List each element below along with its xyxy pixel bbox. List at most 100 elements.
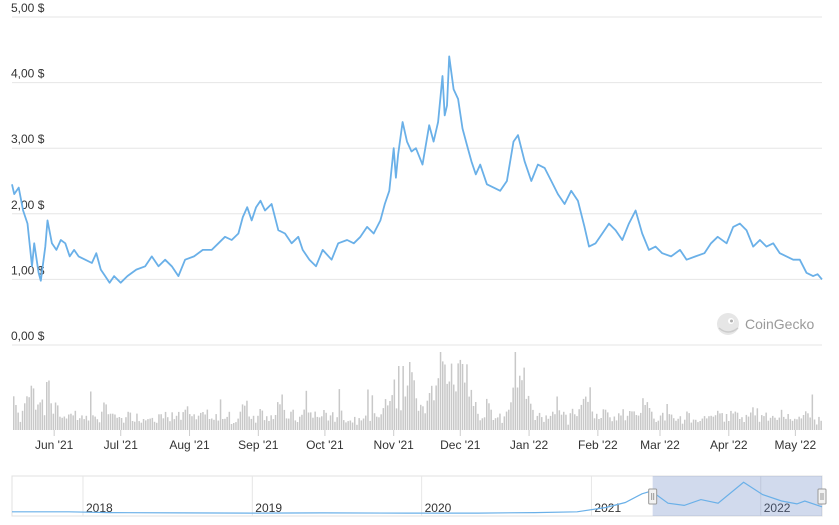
volume-bar (138, 421, 140, 430)
volume-bar (252, 415, 255, 430)
volume-bar (514, 352, 517, 430)
volume-bar (241, 404, 244, 430)
volume-bar (470, 389, 473, 430)
volume-bar (24, 403, 26, 430)
volume-bar (57, 405, 59, 430)
volume-bar (41, 399, 44, 430)
volume-bar (211, 418, 213, 430)
y-tick-label: 0,00 $ (11, 329, 45, 343)
volume-bar (118, 417, 121, 430)
volume-bar (574, 414, 576, 430)
volume-bar (466, 364, 468, 430)
volume-bar (719, 413, 721, 430)
volume-bar (521, 380, 523, 430)
volume-bar (611, 421, 613, 430)
volume-bar (151, 417, 154, 430)
volume-bar (129, 412, 132, 430)
volume-bar (362, 418, 365, 430)
navigator-handle-right[interactable] (817, 488, 827, 505)
volume-bar (725, 414, 728, 430)
volume-bar (356, 424, 358, 430)
volume-bar (813, 419, 816, 430)
volume-bar (222, 419, 224, 430)
volume-bar (428, 393, 431, 430)
volume-bar (354, 416, 356, 430)
volume-bar (160, 414, 162, 430)
volume-bar (81, 415, 83, 430)
volume-bar (142, 419, 145, 430)
volume-bar (642, 398, 644, 430)
volume-bar (162, 418, 165, 430)
volume-bar (329, 415, 332, 430)
navigator-handle-left[interactable] (648, 488, 658, 505)
volume-bar (558, 410, 561, 430)
volume-bar (459, 359, 462, 430)
volume-bar (164, 411, 167, 430)
volume-bar (299, 416, 301, 430)
volume-bar (382, 408, 385, 430)
volume-bar (721, 413, 723, 430)
y-tick-label: 4,00 $ (11, 67, 45, 81)
volume-bar (809, 417, 811, 430)
volume-bar (448, 381, 451, 430)
volume-bar (587, 401, 589, 430)
volume-bar (765, 412, 767, 430)
volume-bar (769, 417, 772, 430)
volume-bar (224, 418, 226, 430)
volume-bar (156, 422, 158, 430)
volume-bar (620, 415, 622, 430)
navigator-tick-label: 2020 (425, 501, 452, 515)
volume-bar (332, 412, 334, 430)
volume-bar (378, 417, 380, 430)
volume-bar (400, 410, 402, 430)
navigator-selection[interactable] (652, 476, 822, 516)
volume-bar (468, 396, 470, 430)
volume-bar (479, 420, 481, 430)
volume-bar (604, 409, 607, 430)
volume-bar (259, 409, 261, 430)
volume-bar (730, 410, 732, 430)
volume-bar (387, 405, 389, 430)
volume-bar (437, 378, 440, 430)
volume-bar (21, 410, 24, 430)
volume-bar (499, 413, 501, 430)
range-navigator[interactable]: 2018 2019 2020 2021 2022 (11, 475, 827, 517)
volume-bar (149, 418, 151, 430)
volume-bar (648, 408, 651, 430)
volume-bar (351, 422, 354, 430)
volume-bar (800, 418, 803, 430)
volume-bar (178, 411, 180, 430)
volume-bar (32, 388, 35, 430)
volume-bar (677, 418, 679, 430)
volume-bar (230, 424, 233, 430)
x-tick-label: Mar '22 (640, 438, 680, 452)
x-tick-label: Jul '21 (104, 438, 139, 452)
volume-bar (602, 409, 605, 430)
volume-bar (739, 419, 741, 430)
volume-bar (626, 415, 629, 430)
volume-bar (439, 352, 442, 430)
volume-bar (772, 415, 774, 430)
volume-bar (807, 413, 809, 430)
volume-bar (303, 409, 305, 430)
volume-bar (532, 409, 534, 430)
volume-bar (631, 411, 633, 430)
navigator-line (12, 481, 823, 514)
y-tick-label: 1,00 $ (11, 263, 45, 277)
volume-bar (653, 418, 655, 430)
volume-bar (413, 380, 415, 430)
volume-bar (613, 416, 616, 430)
volume-bar (688, 413, 690, 430)
volume-bar (805, 411, 807, 430)
volume-bar (662, 412, 664, 430)
volume-bar (325, 412, 327, 430)
volume-bar (541, 417, 543, 430)
volume-bar (145, 420, 147, 430)
volume-bar (714, 415, 717, 430)
volume-bar (424, 413, 426, 430)
volume-bar (83, 419, 85, 430)
price-line-series (11, 55, 823, 284)
volume-bar (380, 414, 382, 430)
volume-bar (703, 416, 706, 430)
coingecko-watermark: CoinGecko (717, 313, 814, 335)
